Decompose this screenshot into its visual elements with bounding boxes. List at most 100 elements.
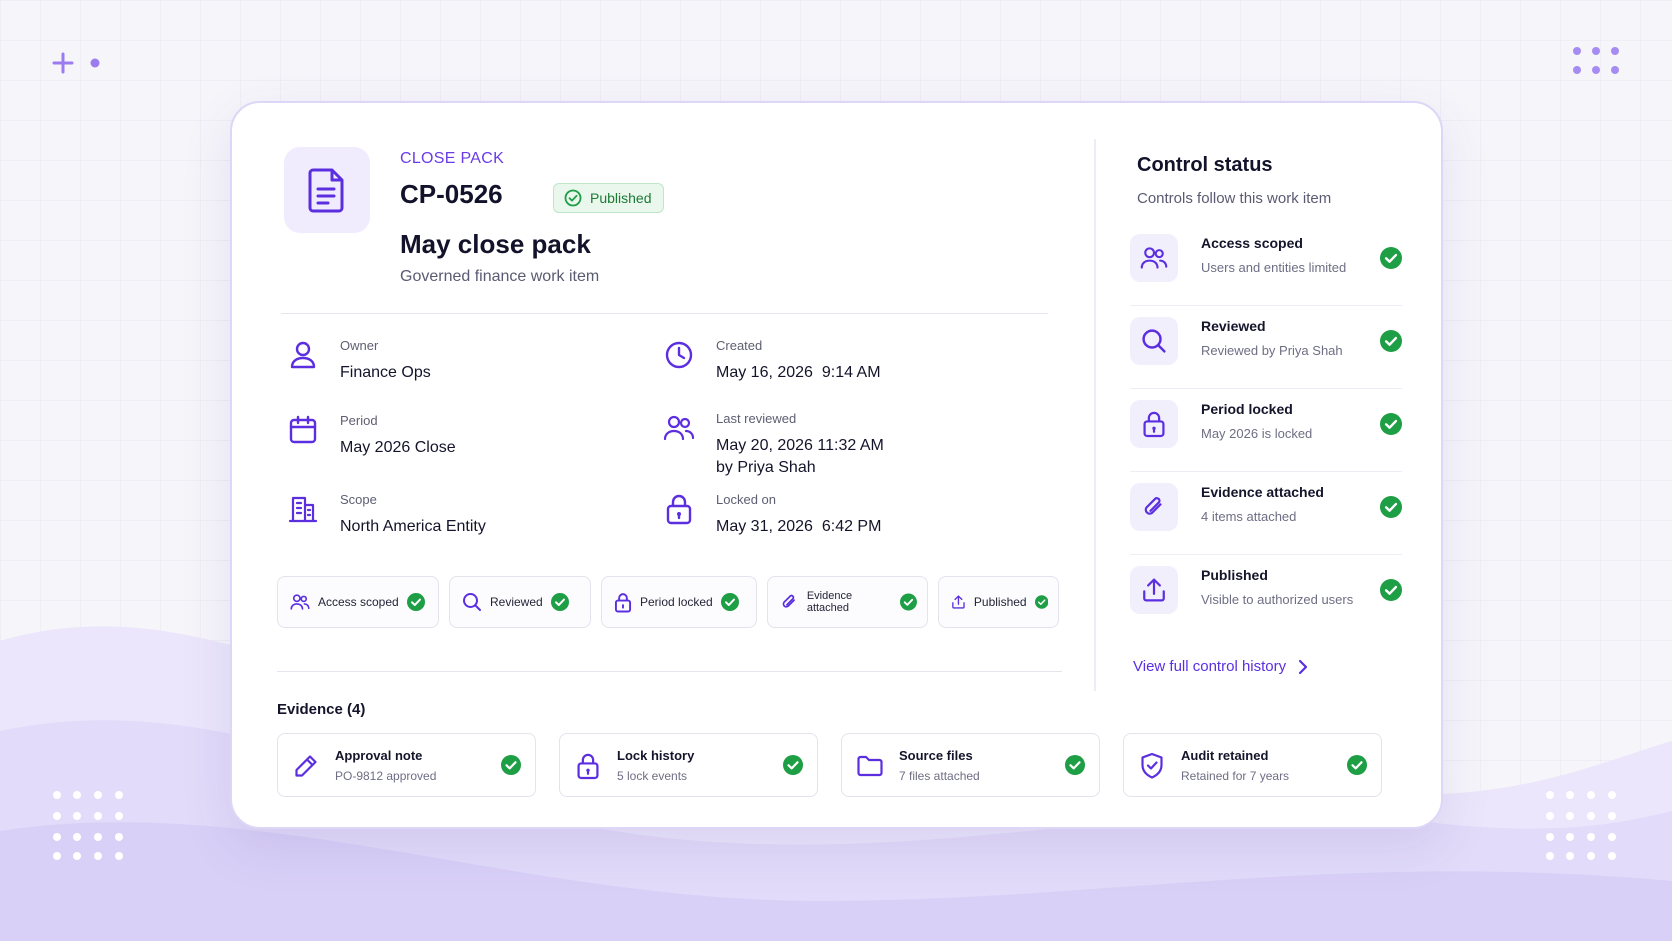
lock-icon — [572, 750, 604, 782]
dots-grid-left-icon — [53, 791, 123, 860]
control-title: Evidence attached — [1201, 484, 1324, 500]
meta-created-label: Created — [716, 338, 763, 353]
chip-evidence-attached[interactable]: Evidence attached — [767, 576, 928, 628]
meta-owner-value: Finance Ops — [340, 364, 431, 381]
evidence-subtitle: 5 lock events — [617, 769, 688, 783]
view-control-history-link[interactable]: View full control history — [1133, 658, 1308, 675]
control-evidence-attached[interactable]: Evidence attached 4 items attached — [1130, 472, 1402, 555]
check-circle-icon — [501, 755, 521, 775]
evidence-title: Approval note — [335, 748, 423, 763]
control-subtitle: Visible to authorized users — [1201, 592, 1354, 607]
evidence-audit-retained[interactable]: Audit retained Retained for 7 years — [1123, 733, 1382, 797]
chip-published[interactable]: Published — [938, 576, 1059, 628]
check-circle-icon — [1034, 595, 1048, 609]
lock-icon — [662, 492, 696, 526]
status-label: Published — [590, 190, 652, 206]
control-reviewed[interactable]: Reviewed Reviewed by Priya Shah — [1130, 306, 1402, 389]
check-circle-icon — [783, 755, 803, 775]
control-period-locked[interactable]: Period locked May 2026 is locked — [1130, 389, 1402, 472]
search-icon — [1130, 317, 1178, 365]
history-link-label: View full control history — [1133, 658, 1287, 675]
chip-label: Period locked — [640, 595, 713, 609]
page-subtitle: Governed finance work item — [400, 268, 600, 285]
building-icon — [286, 492, 320, 526]
meta-last-reviewed-by: by Priya Shah — [716, 459, 816, 476]
users-icon — [1130, 234, 1178, 282]
pack-details: CLOSE PACK CP-0526 Published May close p… — [232, 103, 1382, 827]
eyebrow-label: CLOSE PACK — [400, 150, 505, 167]
meta-scope-value: North America Entity — [340, 518, 486, 535]
check-circle-icon — [564, 189, 582, 207]
meta-period-value: May 2026 Close — [340, 439, 456, 456]
control-subtitle: Users and entities limited — [1201, 260, 1347, 275]
shield-check-icon — [1136, 750, 1168, 782]
meta-last-reviewed-label: Last reviewed — [716, 411, 797, 426]
check-circle-icon — [1347, 755, 1367, 775]
check-circle-icon — [1380, 579, 1402, 601]
check-circle-icon — [1380, 330, 1402, 352]
control-status-subtitle: Controls follow this work item — [1137, 190, 1332, 207]
evidence-approval-note[interactable]: Approval note PO-9812 approved — [277, 733, 536, 797]
meta-scope-label: Scope — [340, 492, 377, 507]
pack-id: CP-0526 — [400, 179, 503, 209]
evidence-subtitle: 7 files attached — [899, 769, 980, 783]
divider — [277, 671, 1062, 672]
chip-period-locked[interactable]: Period locked — [601, 576, 757, 628]
evidence-subtitle: Retained for 7 years — [1181, 769, 1290, 783]
check-circle-icon — [1380, 247, 1402, 269]
meta-locked-on-label: Locked on — [716, 492, 776, 507]
check-circle-icon — [1380, 413, 1402, 435]
calendar-icon — [286, 413, 320, 447]
paperclip-icon — [1130, 483, 1178, 531]
clock-icon — [662, 338, 696, 372]
check-circle-icon — [406, 593, 425, 611]
meta-owner-label: Owner — [340, 338, 379, 353]
close-pack-card: CLOSE PACK CP-0526 Published May close p… — [230, 101, 1443, 829]
chevron-right-icon — [1299, 659, 1308, 674]
control-status-title: Control status — [1137, 154, 1273, 176]
control-access-scoped[interactable]: Access scoped Users and entities limited — [1130, 223, 1402, 306]
chip-label: Published — [973, 595, 1027, 609]
evidence-title: Audit retained — [1181, 748, 1269, 763]
evidence-source-files[interactable]: Source files 7 files attached — [841, 733, 1100, 797]
evidence-title: Source files — [899, 748, 973, 763]
evidence-lock-history[interactable]: Lock history 5 lock events — [559, 733, 818, 797]
control-published[interactable]: Published Visible to authorized users — [1130, 555, 1402, 638]
evidence-list: Approval note PO-9812 approved Lock hist… — [277, 733, 1382, 797]
pencil-icon — [290, 750, 322, 782]
dots-grid-right-icon — [1546, 791, 1616, 860]
evidence-title: Lock history — [617, 748, 695, 763]
lock-icon — [1130, 400, 1178, 448]
chip-access-scoped[interactable]: Access scoped — [277, 576, 439, 628]
meta-created-value: May 16, 2026 9:14 AM — [716, 364, 881, 381]
divider — [281, 313, 1048, 314]
control-subtitle: Reviewed by Priya Shah — [1201, 343, 1343, 358]
chip-reviewed[interactable]: Reviewed — [449, 576, 591, 628]
control-title: Period locked — [1201, 401, 1293, 417]
user-icon — [286, 338, 320, 372]
check-circle-icon — [1380, 496, 1402, 518]
check-circle-icon — [1065, 755, 1085, 775]
users-icon — [290, 594, 310, 610]
evidence-subtitle: PO-9812 approved — [335, 769, 437, 783]
check-circle-icon — [720, 593, 739, 611]
meta-period-label: Period — [340, 413, 378, 428]
meta-locked-on-value: May 31, 2026 6:42 PM — [716, 518, 882, 535]
control-subtitle: 4 items attached — [1201, 509, 1297, 524]
chip-label: Evidence attached — [806, 590, 853, 614]
control-title: Reviewed — [1201, 318, 1266, 334]
status-badge: Published — [553, 183, 664, 213]
check-circle-icon — [900, 593, 917, 611]
plus-decoration-icon — [52, 52, 100, 74]
folder-icon — [854, 750, 886, 782]
check-circle-icon — [550, 593, 569, 611]
page-title: May close pack — [400, 229, 591, 259]
meta-last-reviewed-value: May 20, 2026 11:32 AM — [716, 437, 884, 454]
control-title: Published — [1201, 567, 1268, 583]
upload-icon — [952, 595, 965, 609]
chip-label: Reviewed — [490, 595, 543, 609]
search-icon — [463, 593, 481, 611]
document-icon — [284, 147, 370, 233]
control-status-panel: Control status Controls follow this work… — [1094, 139, 1414, 691]
evidence-heading: Evidence (4) — [277, 701, 366, 718]
